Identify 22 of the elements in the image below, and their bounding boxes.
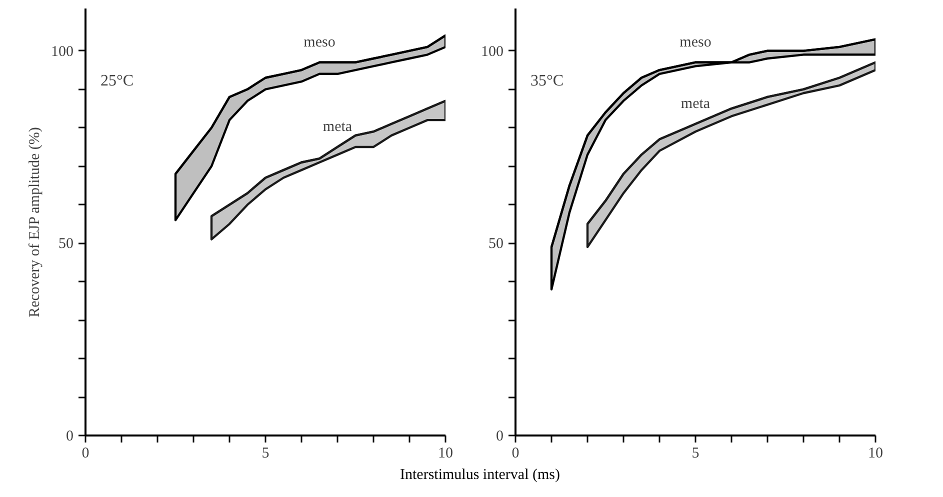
annotation: 35°C — [530, 72, 564, 90]
y-tick-label: 100 — [481, 44, 504, 60]
x-tick-label: 5 — [262, 446, 270, 462]
y-tick-label: 50 — [58, 236, 74, 252]
y-tick-label: 50 — [488, 236, 504, 252]
x-axis-title: Interstimulus interval (ms) — [400, 466, 560, 485]
series-label: meso — [304, 34, 336, 50]
y-tick-label: 100 — [51, 44, 74, 60]
annotation: 25°C — [100, 72, 134, 90]
y-tick-label: 0 — [496, 428, 504, 444]
series-label: meta — [680, 96, 710, 112]
x-tick-label: 0 — [82, 446, 90, 462]
y-tick-label: 0 — [66, 428, 74, 444]
line-series — [210, 100, 446, 218]
x-tick-label: 10 — [868, 446, 883, 462]
series-label: meta — [322, 118, 352, 135]
y-axis-title: Recovery of EJP amplitude (%) — [27, 127, 43, 318]
x-tick-label: 5 — [692, 446, 700, 462]
x-tick-label: 10 — [438, 446, 453, 462]
x-tick-label: 0 — [512, 446, 520, 462]
line-series — [174, 34, 446, 176]
series-label: meso — [680, 34, 712, 50]
